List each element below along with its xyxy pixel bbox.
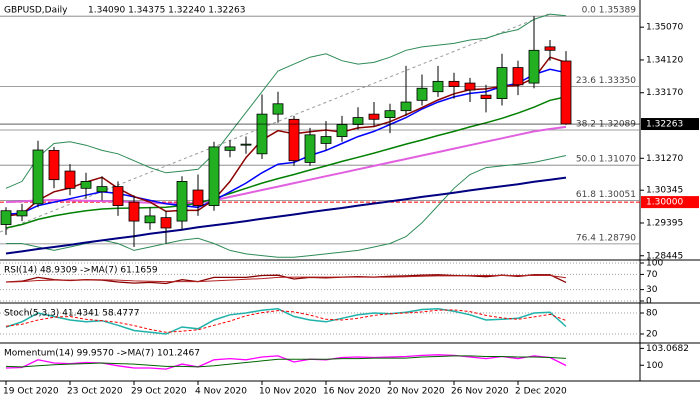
panel-title: Stoch(5,3,3) 41.4341 58.4777 bbox=[4, 309, 139, 319]
series-line bbox=[5, 125, 567, 205]
series-line bbox=[5, 308, 567, 335]
candle-body bbox=[16, 210, 28, 217]
fib-label: 23.6 1.33350 bbox=[576, 76, 636, 86]
x-tick-label: 26 Nov 2020 bbox=[451, 387, 509, 397]
candle-body bbox=[256, 113, 268, 155]
candle-body bbox=[560, 60, 572, 125]
candle-body bbox=[48, 149, 60, 181]
candle-body bbox=[160, 217, 172, 229]
y-tick-label: 1.29395 bbox=[646, 218, 683, 228]
candle-body bbox=[304, 134, 316, 163]
y-tick-label: 1.34120 bbox=[646, 55, 683, 65]
fib-label: 50.0 1.31070 bbox=[576, 155, 636, 165]
fib-label: 0.0 1.35389 bbox=[582, 6, 637, 16]
candle-body bbox=[176, 181, 188, 222]
x-tick-label: 2 Dec 2020 bbox=[515, 387, 567, 397]
candle-body bbox=[240, 143, 252, 146]
series-line bbox=[5, 13, 567, 189]
candle-body bbox=[464, 82, 476, 91]
x-tick-label: 20 Nov 2020 bbox=[387, 387, 445, 397]
panel-title: Momentum(14) 99.9570 ->MA(7) 101.2467 bbox=[4, 349, 200, 359]
panel-title: RSI(14) 48.9309 ->MA(7) 61.1659 bbox=[4, 266, 158, 276]
x-tick-label: 10 Nov 2020 bbox=[259, 387, 317, 397]
last-price-box bbox=[641, 118, 699, 131]
candle-body bbox=[32, 149, 44, 205]
series-line bbox=[5, 355, 567, 368]
candle-body bbox=[480, 94, 492, 100]
candle-body bbox=[336, 124, 348, 137]
y-tick-label: 100 bbox=[646, 361, 663, 371]
y-tick-label: 30 bbox=[646, 285, 658, 295]
series-line bbox=[5, 275, 567, 283]
x-tick-label: 16 Nov 2020 bbox=[323, 387, 381, 397]
x-tick-label: 19 Oct 2020 bbox=[3, 387, 59, 397]
level-box bbox=[641, 196, 699, 209]
candle-body bbox=[512, 67, 524, 86]
candle-body bbox=[352, 117, 364, 125]
candle-body bbox=[64, 170, 76, 189]
candle-body bbox=[416, 87, 428, 101]
candle-body bbox=[496, 67, 508, 100]
candle-body bbox=[448, 80, 460, 87]
x-tick-label: 4 Nov 2020 bbox=[195, 387, 247, 397]
series-line bbox=[5, 96, 567, 229]
fib-label: 38.2 1.32089 bbox=[576, 120, 636, 130]
candle-body bbox=[384, 110, 396, 118]
y-tick-label: 1.35070 bbox=[646, 23, 683, 33]
y-tick-label: 1.28445 bbox=[646, 251, 683, 261]
candle-body bbox=[96, 186, 108, 193]
candle-body bbox=[0, 210, 12, 225]
candle-body bbox=[400, 101, 412, 112]
candle-body bbox=[192, 189, 204, 206]
candle-body bbox=[80, 181, 92, 189]
series-line bbox=[5, 68, 567, 215]
y-tick-label: 1.31270 bbox=[646, 154, 683, 164]
candle-body bbox=[208, 146, 220, 206]
last-price-label: 1.32263 bbox=[646, 120, 683, 130]
y-tick-label: 0 bbox=[646, 297, 652, 307]
candle-body bbox=[144, 215, 156, 224]
x-tick-label: 29 Oct 2020 bbox=[131, 387, 187, 397]
y-tick-label: 1.30345 bbox=[646, 186, 683, 196]
chart-title: GBPUSD,Daily bbox=[4, 6, 68, 16]
y-tick-label: 80 bbox=[646, 309, 658, 319]
candle-body bbox=[128, 201, 140, 222]
candle-body bbox=[272, 103, 284, 115]
y-tick-label: 100 bbox=[646, 259, 663, 269]
y-tick-label: 103.0682 bbox=[646, 344, 689, 354]
fib-label: 76.4 1.28790 bbox=[576, 233, 636, 243]
fib-label: 61.8 1.30051 bbox=[576, 190, 636, 200]
candle-body bbox=[288, 118, 300, 162]
candle-body bbox=[528, 49, 540, 84]
x-tick-label: 23 Oct 2020 bbox=[67, 387, 123, 397]
y-tick-label: 70 bbox=[646, 270, 658, 280]
y-tick-label: 20 bbox=[646, 330, 658, 340]
level-label: 1.30000 bbox=[646, 198, 683, 208]
y-tick-label: 1.33170 bbox=[646, 88, 683, 98]
candle-body bbox=[432, 80, 444, 93]
candle-body bbox=[224, 146, 236, 151]
ohlc-label: 1.34090 1.34375 1.32240 1.32263 bbox=[88, 6, 245, 16]
candle-body bbox=[320, 136, 332, 144]
trend-line bbox=[0, 13, 549, 233]
candle-body bbox=[368, 113, 380, 120]
candle-body bbox=[112, 186, 124, 206]
series-line bbox=[5, 176, 567, 255]
candle-body bbox=[544, 46, 556, 51]
